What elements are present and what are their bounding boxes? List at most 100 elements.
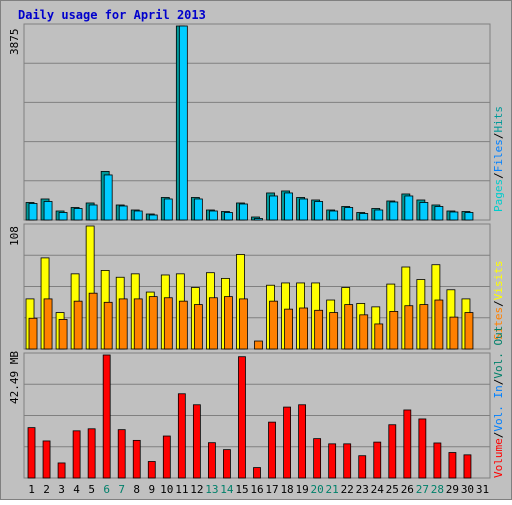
bar-sites: [449, 316, 459, 350]
bar-files: [58, 212, 68, 221]
bar-files: [73, 208, 83, 221]
bar-volume: [132, 439, 141, 479]
x-tick-label: 2: [43, 483, 50, 496]
max-label-volume: 42.49 MB: [8, 351, 21, 404]
bar-sites: [28, 317, 38, 350]
bar-volume: [388, 424, 397, 479]
bar-volume: [223, 449, 231, 479]
bar-volume: [418, 418, 427, 479]
bar-sites: [374, 323, 384, 350]
bar-files: [464, 212, 474, 221]
bar-files: [314, 201, 324, 221]
x-tick-label: 13: [205, 483, 218, 496]
bar-files: [374, 209, 384, 221]
bar-files: [133, 210, 143, 221]
bar-files: [329, 210, 339, 221]
bar-files: [28, 203, 38, 221]
bar-files: [419, 202, 429, 221]
bar-volume: [177, 393, 186, 479]
x-tick-label: 29: [446, 483, 459, 496]
x-tick-label: 6: [103, 483, 110, 496]
bar-files: [239, 203, 248, 221]
bar-volume: [268, 421, 276, 479]
bar-sites: [434, 299, 444, 350]
bar-sites: [359, 314, 369, 350]
legend-vol-out: Vol. Out: [492, 326, 505, 379]
volume-panel: [23, 352, 491, 479]
x-tick-label: 10: [160, 483, 173, 496]
max-label-visits: 108: [8, 226, 21, 246]
x-axis-labels: 1 2 3 4 5 6 7 8 9 10 11 12 13 14 15 16 17 18 19 20 21 22 23 24 2…: [28, 483, 489, 496]
x-tick-label: 19: [295, 483, 308, 496]
bar-sites: [464, 312, 474, 350]
legend-sep-2: /: [492, 133, 505, 140]
x-tick-label: 15: [235, 483, 248, 496]
x-tick-label: 12: [190, 483, 203, 496]
bar-sites: [224, 296, 233, 350]
bar-files: [193, 198, 203, 221]
bar-files: [43, 201, 53, 221]
bar-sites: [43, 298, 53, 350]
x-tick-label: 5: [88, 483, 95, 496]
bar-sites: [269, 300, 278, 350]
bar-files: [178, 25, 188, 221]
x-tick-label: 4: [73, 483, 80, 496]
bar-files: [299, 198, 308, 221]
bar-volume: [463, 454, 472, 479]
bar-volume: [448, 452, 457, 479]
x-tick-label: 28: [431, 483, 444, 496]
legend-vol-in: Vol. In: [492, 385, 505, 431]
x-tick-label: 23: [356, 483, 369, 496]
bar-sites: [299, 307, 308, 350]
bar-sites: [419, 304, 429, 350]
x-tick-label: 21: [326, 483, 339, 496]
bar-files: [389, 201, 399, 221]
bar-files: [88, 204, 98, 221]
x-tick-label: 27: [416, 483, 429, 496]
bar-sites: [284, 308, 293, 350]
bar-sites: [344, 304, 354, 350]
bar-volume: [238, 356, 246, 479]
bar-volume: [27, 427, 36, 479]
legend-sep-1: /: [492, 172, 505, 179]
hits-files-panel: [23, 23, 491, 221]
legend-hits-files-pages: Pages/Files/Hits: [492, 106, 505, 212]
bar-sites: [389, 311, 399, 350]
bar-files: [224, 212, 233, 221]
bar-sites: [88, 292, 98, 350]
bar-volume: [253, 467, 261, 479]
bar-sites: [209, 297, 218, 350]
bar-files: [269, 195, 278, 221]
bar-sites: [239, 298, 248, 350]
x-tick-label: 7: [118, 483, 125, 496]
x-tick-label: 30: [461, 483, 474, 496]
bar-volume: [208, 442, 216, 479]
bar-volume: [102, 354, 111, 479]
bar-sites: [178, 300, 188, 350]
bar-files: [404, 195, 414, 221]
legend-volume: Volume/Vol. In/Vol. Out: [492, 326, 505, 478]
legend-visits: Visits: [492, 261, 505, 301]
bar-sites: [193, 304, 203, 350]
bar-volume: [42, 440, 51, 479]
chart-title: Daily usage for April 2013: [18, 8, 206, 22]
legend-sep-5: /: [492, 379, 505, 386]
bar-volume: [298, 404, 306, 479]
bar-volume: [117, 429, 126, 479]
legend-hits: Hits: [492, 106, 505, 133]
bar-volume: [313, 438, 322, 479]
bar-volume: [283, 406, 291, 479]
legend-sep-3: /: [492, 300, 505, 307]
bar-files: [344, 207, 354, 221]
bar-files: [434, 206, 444, 221]
bar-sites: [163, 297, 173, 350]
x-tick-label: 18: [280, 483, 293, 496]
bar-volume: [358, 455, 367, 479]
bar-volume: [403, 409, 412, 479]
bar-files: [254, 218, 263, 221]
bar-files: [163, 198, 173, 221]
legend-visits-sites: Sites/Visits: [492, 261, 505, 341]
legend-files: Files: [492, 139, 505, 172]
